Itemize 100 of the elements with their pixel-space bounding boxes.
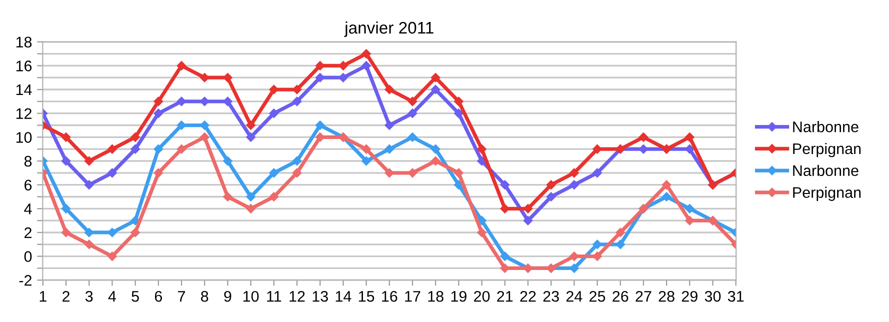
point — [362, 156, 371, 166]
point — [154, 168, 164, 178]
point — [477, 228, 486, 238]
x-tick-label: 9 — [224, 290, 232, 302]
point — [269, 84, 279, 94]
x-tick-label: 14 — [336, 291, 352, 302]
point — [223, 192, 232, 202]
point — [269, 192, 279, 202]
point — [638, 132, 648, 142]
x-tick-label: 24 — [566, 290, 582, 302]
legend-label: Perpignan — [793, 186, 861, 201]
x-tick-label: 22 — [520, 290, 536, 302]
point — [61, 204, 71, 214]
point — [616, 240, 625, 250]
point — [108, 252, 117, 261]
point — [477, 144, 486, 154]
point — [223, 72, 232, 82]
point — [500, 252, 510, 261]
point — [662, 192, 672, 202]
point — [477, 216, 486, 226]
point — [223, 96, 232, 106]
y-tick-label: 6 — [24, 180, 32, 191]
x-tick-label: 3 — [85, 290, 93, 302]
point — [269, 108, 279, 118]
point — [408, 108, 418, 118]
point — [315, 72, 325, 82]
point — [523, 216, 533, 226]
point — [154, 108, 164, 118]
x-tick-label: 28 — [658, 290, 674, 302]
x-tick-label: 18 — [428, 290, 444, 302]
point — [570, 180, 579, 190]
y-tick-label: 2 — [24, 227, 32, 238]
x-tick-label: 30 — [704, 290, 721, 302]
point — [408, 168, 418, 178]
x-tick-label: 2 — [62, 290, 70, 302]
point — [430, 72, 440, 82]
point — [362, 144, 371, 154]
y-tick-label: 4 — [24, 204, 32, 214]
y-tick-label: 12 — [16, 108, 32, 119]
point — [246, 120, 256, 130]
point — [454, 108, 464, 118]
point — [108, 144, 117, 154]
point — [269, 168, 279, 178]
point — [292, 156, 302, 166]
x-tick-label: 23 — [543, 290, 559, 302]
point — [61, 156, 71, 166]
point — [454, 96, 464, 106]
point — [130, 216, 140, 226]
chart-title: janvier 2011 — [344, 21, 434, 37]
point — [315, 120, 325, 130]
point — [315, 132, 325, 142]
point — [685, 144, 694, 154]
point — [200, 96, 210, 106]
point — [430, 156, 440, 166]
y-tick-label: 14 — [16, 84, 32, 96]
point — [362, 61, 371, 70]
point — [61, 228, 71, 238]
legend-label: Narbonne — [793, 121, 858, 132]
point — [176, 144, 186, 154]
x-tick-label: 13 — [312, 290, 328, 302]
point — [454, 168, 464, 178]
point — [500, 180, 510, 190]
y-tick-label: 16 — [16, 60, 32, 72]
point — [84, 240, 94, 250]
point — [223, 156, 232, 166]
point — [546, 180, 556, 190]
point — [292, 96, 302, 106]
x-tick-label: 20 — [474, 290, 490, 302]
point — [108, 228, 117, 238]
point — [408, 132, 418, 142]
x-tick-label: 26 — [612, 290, 628, 302]
x-tick-label: 25 — [590, 290, 606, 302]
point — [84, 228, 94, 238]
point — [130, 144, 140, 154]
y-tick-label: 10 — [16, 132, 32, 143]
point — [246, 132, 256, 142]
point — [430, 84, 440, 94]
point — [523, 204, 533, 214]
point — [685, 132, 694, 142]
point — [108, 168, 117, 178]
point — [384, 168, 394, 178]
x-tick-label: 7 — [178, 291, 185, 302]
x-tick-label: 1 — [40, 291, 46, 302]
point — [154, 144, 164, 154]
x-tick-label: 5 — [132, 291, 139, 302]
x-tick-label: 12 — [290, 290, 305, 302]
point — [61, 132, 71, 142]
point — [292, 168, 302, 178]
point — [130, 132, 140, 142]
point — [84, 156, 94, 166]
point — [408, 96, 418, 106]
point — [315, 61, 325, 70]
point — [130, 228, 140, 238]
point — [154, 96, 164, 106]
x-tick-label: 19 — [451, 290, 466, 302]
x-tick-label: 31 — [728, 290, 744, 302]
point — [592, 240, 602, 250]
point — [176, 120, 186, 130]
point — [292, 84, 302, 94]
x-tick-label: 21 — [497, 290, 513, 302]
